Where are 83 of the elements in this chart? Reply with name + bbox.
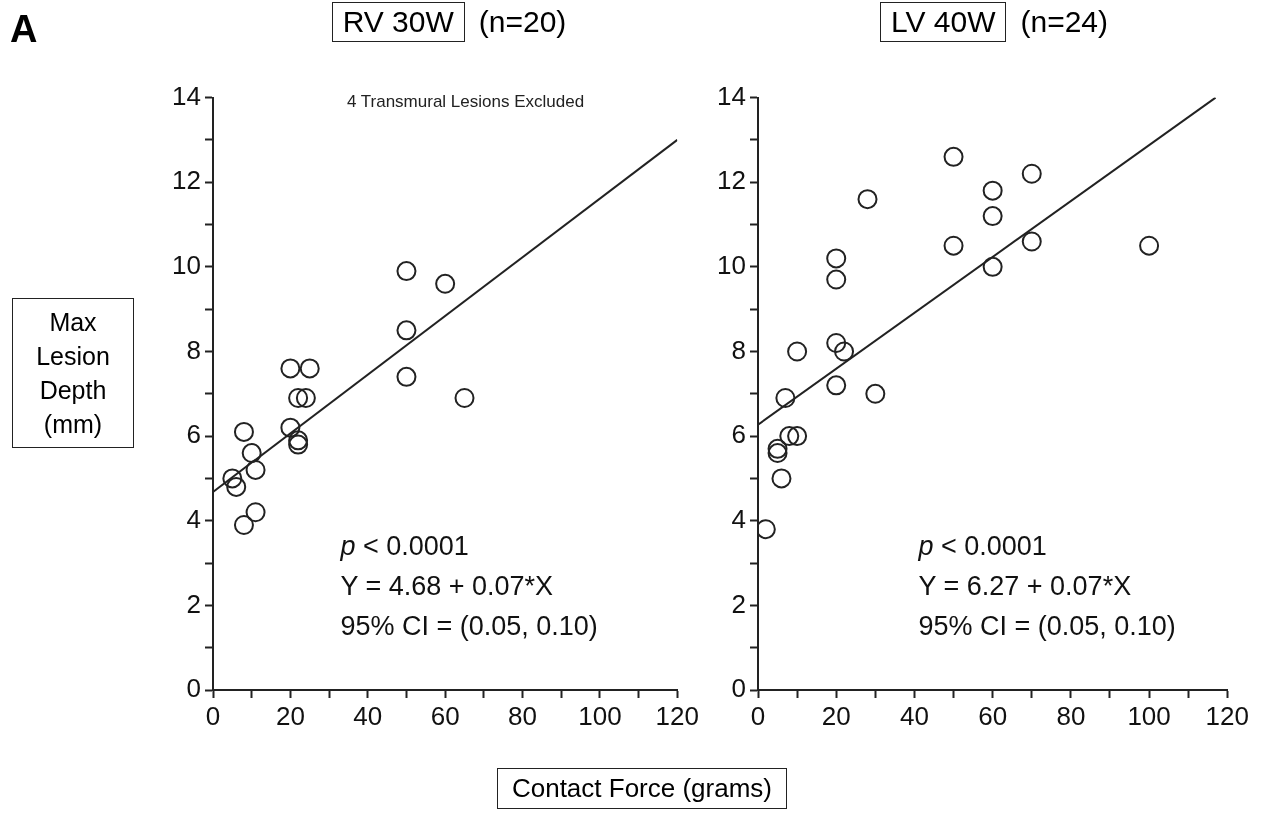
point [767, 443, 788, 464]
chart-subtitle: (n=24) [1020, 5, 1109, 39]
point [241, 443, 262, 464]
point [826, 375, 847, 396]
y-tick-label: 8 [731, 334, 746, 365]
point [982, 256, 1003, 277]
point [943, 235, 964, 256]
annotation: Y = 4.68 + 0.07*X [340, 570, 555, 603]
x-tick-label: 20 [275, 700, 305, 731]
point [396, 366, 417, 387]
y-tick-label: 4 [186, 503, 201, 534]
point [943, 146, 964, 167]
annotation: 4 Transmural Lesions Excluded [345, 92, 586, 112]
point [826, 333, 847, 354]
y-tick-label: 10 [172, 250, 201, 281]
point [771, 468, 792, 489]
x-tick-label: 120 [1205, 700, 1250, 731]
point [233, 421, 254, 442]
y-tick-label: 4 [731, 503, 746, 534]
point [1021, 163, 1042, 184]
y-tick-label: 10 [717, 250, 746, 281]
x-tick-label: 0 [750, 700, 766, 731]
chart-subtitle: (n=20) [478, 5, 567, 39]
point [245, 502, 266, 523]
point [787, 341, 808, 362]
chart-title: RV 30W [331, 2, 465, 42]
point [826, 248, 847, 269]
point [280, 417, 301, 438]
y-tick-label: 12 [717, 165, 746, 196]
y-tick-label: 2 [186, 588, 201, 619]
point [982, 180, 1003, 201]
point [826, 269, 847, 290]
point [396, 261, 417, 282]
point [865, 383, 886, 404]
annotation: 95% CI = (0.05, 0.10) [918, 610, 1176, 643]
point [295, 388, 316, 409]
annotation: p < 0.0001 [918, 531, 1047, 561]
point [454, 388, 475, 409]
point [1021, 231, 1042, 252]
text: A [10, 8, 38, 51]
y-tick-label: 6 [731, 419, 746, 450]
x-tick-label: 60 [430, 700, 460, 731]
point [288, 388, 309, 409]
point [787, 426, 808, 447]
point [779, 426, 800, 447]
point [226, 476, 247, 497]
x-tick-label: 40 [899, 700, 929, 731]
y-tick-label: 8 [186, 334, 201, 365]
point [396, 320, 417, 341]
point [233, 514, 254, 535]
x-tick-label: 100 [1127, 700, 1171, 731]
x-tick-label: 80 [1056, 700, 1086, 731]
y-axis-title: Max Lesion Depth (mm) [35, 307, 111, 440]
x-tick-label: 100 [578, 700, 622, 731]
y-tick-label: 2 [731, 588, 746, 619]
chart-title: LV 40W [879, 2, 1007, 42]
point [299, 358, 320, 379]
y-tick-label: 0 [731, 673, 746, 704]
y-tick-label: 6 [186, 419, 201, 450]
annotation: p < 0.0001 [340, 531, 469, 561]
point [1139, 235, 1160, 256]
y-tick-label: 12 [172, 165, 201, 196]
x-tick-label: 40 [353, 700, 383, 731]
y-tick-label: 14 [172, 80, 201, 111]
point [834, 341, 855, 362]
y-tick-label: 0 [186, 673, 201, 704]
point [982, 206, 1003, 227]
annotation: Y = 6.27 + 0.07*X [918, 570, 1133, 603]
point [280, 358, 301, 379]
point [222, 468, 243, 489]
x-axis-title: Contact Force (grams) [496, 768, 788, 809]
point [767, 438, 788, 459]
x-tick-label: 20 [821, 700, 851, 731]
annotation: 95% CI = (0.05, 0.10) [340, 610, 598, 643]
point [775, 388, 796, 409]
x-tick-label: 0 [205, 700, 221, 731]
x-tick-label: 80 [508, 700, 537, 731]
point [857, 189, 878, 210]
y-tick-label: 14 [717, 80, 746, 111]
point [245, 459, 266, 480]
x-tick-label: 60 [978, 700, 1008, 731]
x-tick-label: 120 [655, 700, 700, 731]
point [435, 273, 456, 294]
